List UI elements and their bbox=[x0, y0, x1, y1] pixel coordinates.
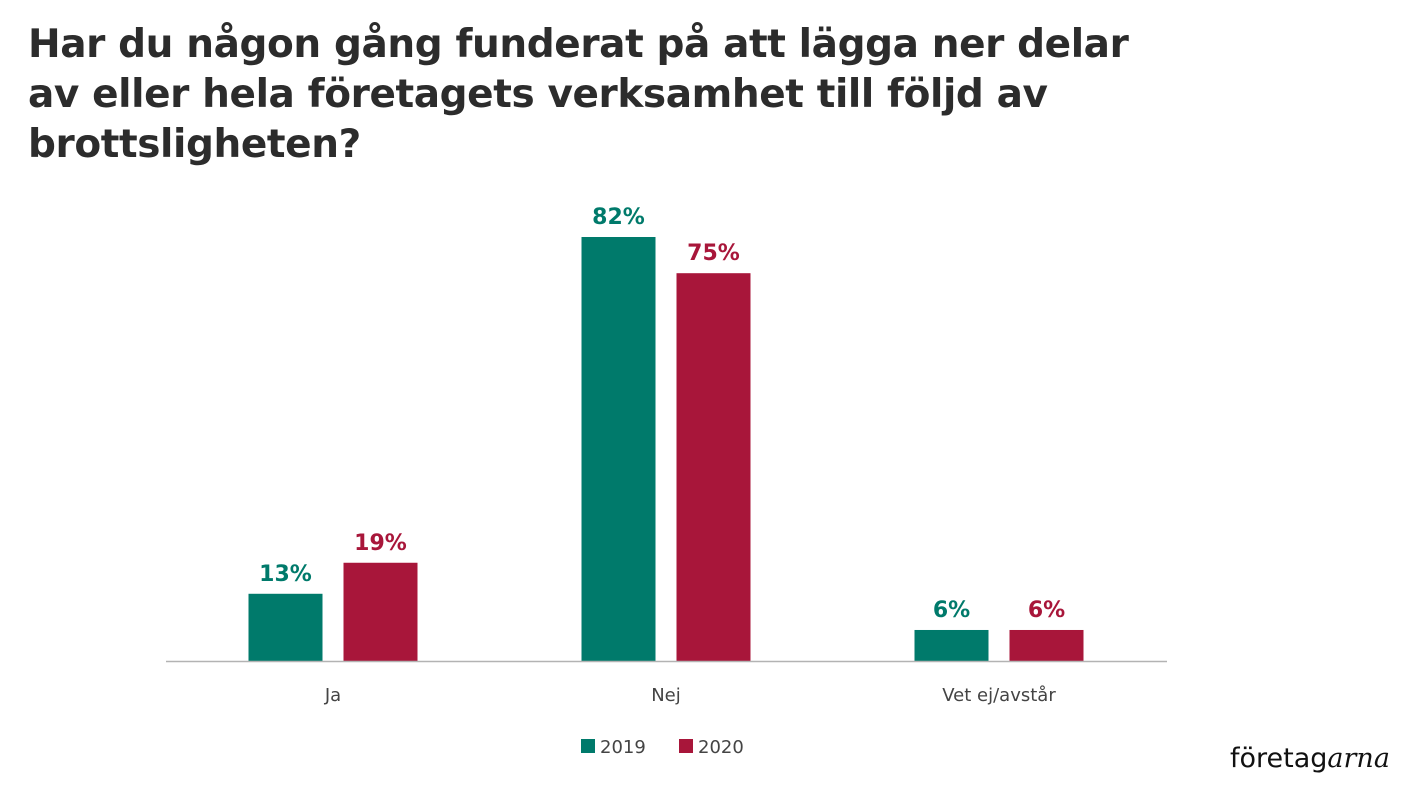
logo-text-part2: arna bbox=[1327, 743, 1390, 774]
legend-label-2019: 2019 bbox=[600, 737, 646, 758]
category-label: Vet ej/avstår bbox=[942, 685, 1056, 706]
bar-vet-ej-avst-r-2019 bbox=[914, 629, 989, 661]
data-label-2019: 13% bbox=[259, 562, 312, 587]
bar-vet-ej-avst-r-2020 bbox=[1009, 629, 1084, 661]
category-label: Ja bbox=[324, 685, 341, 706]
bars-layer bbox=[248, 237, 1084, 661]
data-label-2020: 19% bbox=[354, 531, 407, 556]
data-label-2019: 6% bbox=[933, 598, 970, 623]
legend-swatch-2020 bbox=[679, 739, 693, 753]
data-label-2019: 82% bbox=[592, 205, 645, 230]
legend-label-2020: 2020 bbox=[698, 737, 744, 758]
foretagarna-logo: företagarna bbox=[1230, 742, 1390, 776]
labels-layer: 13% 19% Ja 82% 75% Nej 6% 6% Vet ej/avstår bbox=[259, 205, 1065, 706]
data-label-2020: 75% bbox=[687, 241, 740, 266]
chart-title: Har du någon gång funderat på att lägga … bbox=[28, 22, 1129, 167]
legend: 2019 2020 bbox=[581, 737, 744, 758]
data-label-2020: 6% bbox=[1028, 598, 1065, 623]
bar-ja-2020 bbox=[343, 562, 418, 661]
bar-nej-2019 bbox=[581, 237, 656, 661]
legend-swatch-2019 bbox=[581, 739, 595, 753]
category-label: Nej bbox=[651, 685, 681, 706]
bar-nej-2020 bbox=[676, 273, 751, 661]
bar-ja-2019 bbox=[248, 593, 323, 661]
logo-text-part1: företag bbox=[1230, 743, 1328, 774]
